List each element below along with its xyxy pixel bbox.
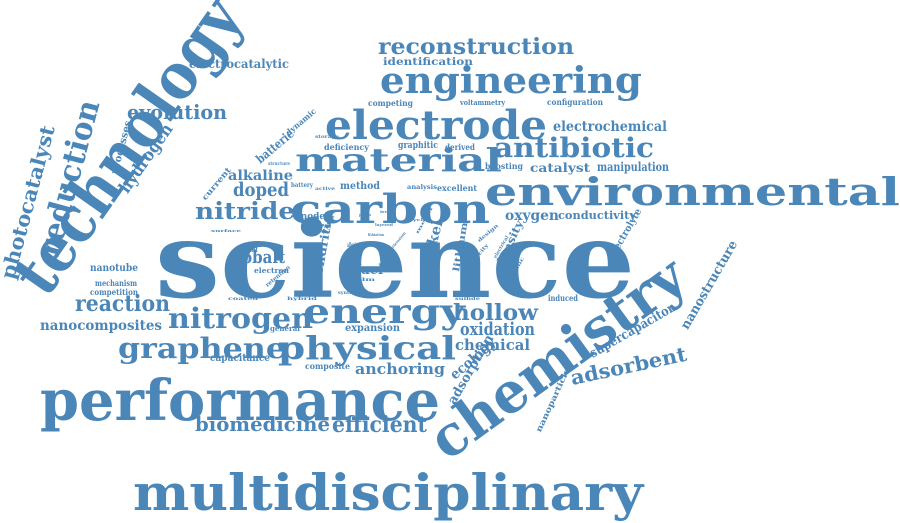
- word-coated: coated: [228, 297, 258, 302]
- word-electrocatalytic: electrocatalytic: [189, 58, 289, 70]
- word-sulfide: sulfide: [455, 297, 480, 302]
- word-nanotube: nanotube: [90, 264, 138, 274]
- word-nanocomposites: nanocomposites: [40, 319, 162, 333]
- word-competition: competition: [90, 288, 138, 296]
- word-capacitance: capacitance: [210, 354, 270, 364]
- word-oxidant: oxidant: [236, 248, 258, 254]
- word-engineering: engineering: [380, 63, 642, 99]
- word-boosting: boosting: [485, 162, 523, 170]
- word-alleviate: alleviate: [347, 243, 361, 249]
- word-ncnts: ncnts: [364, 243, 379, 248]
- word-deficiency: deficiency: [324, 143, 369, 151]
- word-multidisciplinary: multidisciplinary: [133, 468, 643, 518]
- word-expansion: expansion: [345, 324, 400, 334]
- word-general: general: [270, 325, 300, 332]
- word-reconstruction: reconstruction: [378, 36, 574, 58]
- word-competing: competing: [368, 99, 413, 107]
- word-manipulation: manipulation: [597, 161, 669, 173]
- word-reaction: reaction: [75, 293, 170, 315]
- word-anchoring: anchoring: [355, 362, 445, 377]
- word-lithiation: lithiation: [368, 233, 384, 237]
- word-porous: porous: [359, 213, 371, 217]
- word-active: active: [315, 187, 335, 192]
- word-efficient: efficient: [332, 414, 427, 436]
- word-excellent: excellent: [437, 184, 477, 192]
- word-storage: storage: [315, 135, 339, 140]
- word-layered: layered: [375, 223, 393, 227]
- word-composite: composite: [305, 362, 350, 370]
- word-graphitic: graphitic: [398, 142, 438, 151]
- word-induced: induced: [548, 294, 578, 302]
- word-battery: battery: [291, 183, 313, 189]
- word-analysis: analysis: [407, 185, 437, 191]
- word-alkaline: alkaline: [228, 169, 293, 183]
- word-iron: iron: [380, 210, 392, 214]
- word-biomedicine: biomedicine: [195, 414, 330, 434]
- word-mechanism: mechanism: [95, 279, 137, 287]
- word-voltammetry: voltammetry: [460, 99, 505, 106]
- word-structure: structure: [268, 162, 290, 167]
- word-fuel: fuel: [355, 263, 383, 277]
- word-film: film: [355, 278, 375, 283]
- word-identification: identification: [383, 58, 473, 68]
- word-surface: surface: [211, 229, 241, 233]
- word-environmental: environmental: [485, 173, 900, 211]
- word-method: method: [340, 182, 380, 192]
- word-anode: anode: [295, 213, 325, 222]
- word-derived: derived: [445, 143, 475, 151]
- word-antibiotic: antibiotic: [494, 135, 654, 162]
- word-synthesis: synthesis: [338, 291, 363, 296]
- word-nitride: nitride: [195, 200, 295, 223]
- word-hybrid: hybrid: [287, 297, 317, 302]
- word-electrochemical: electrochemical: [553, 120, 667, 134]
- word-catalyst: catalyst: [530, 162, 590, 174]
- word-conductivity: conductivity: [558, 210, 636, 221]
- word-evolution: evolution: [127, 102, 227, 122]
- word-configuration: configuration: [547, 98, 603, 106]
